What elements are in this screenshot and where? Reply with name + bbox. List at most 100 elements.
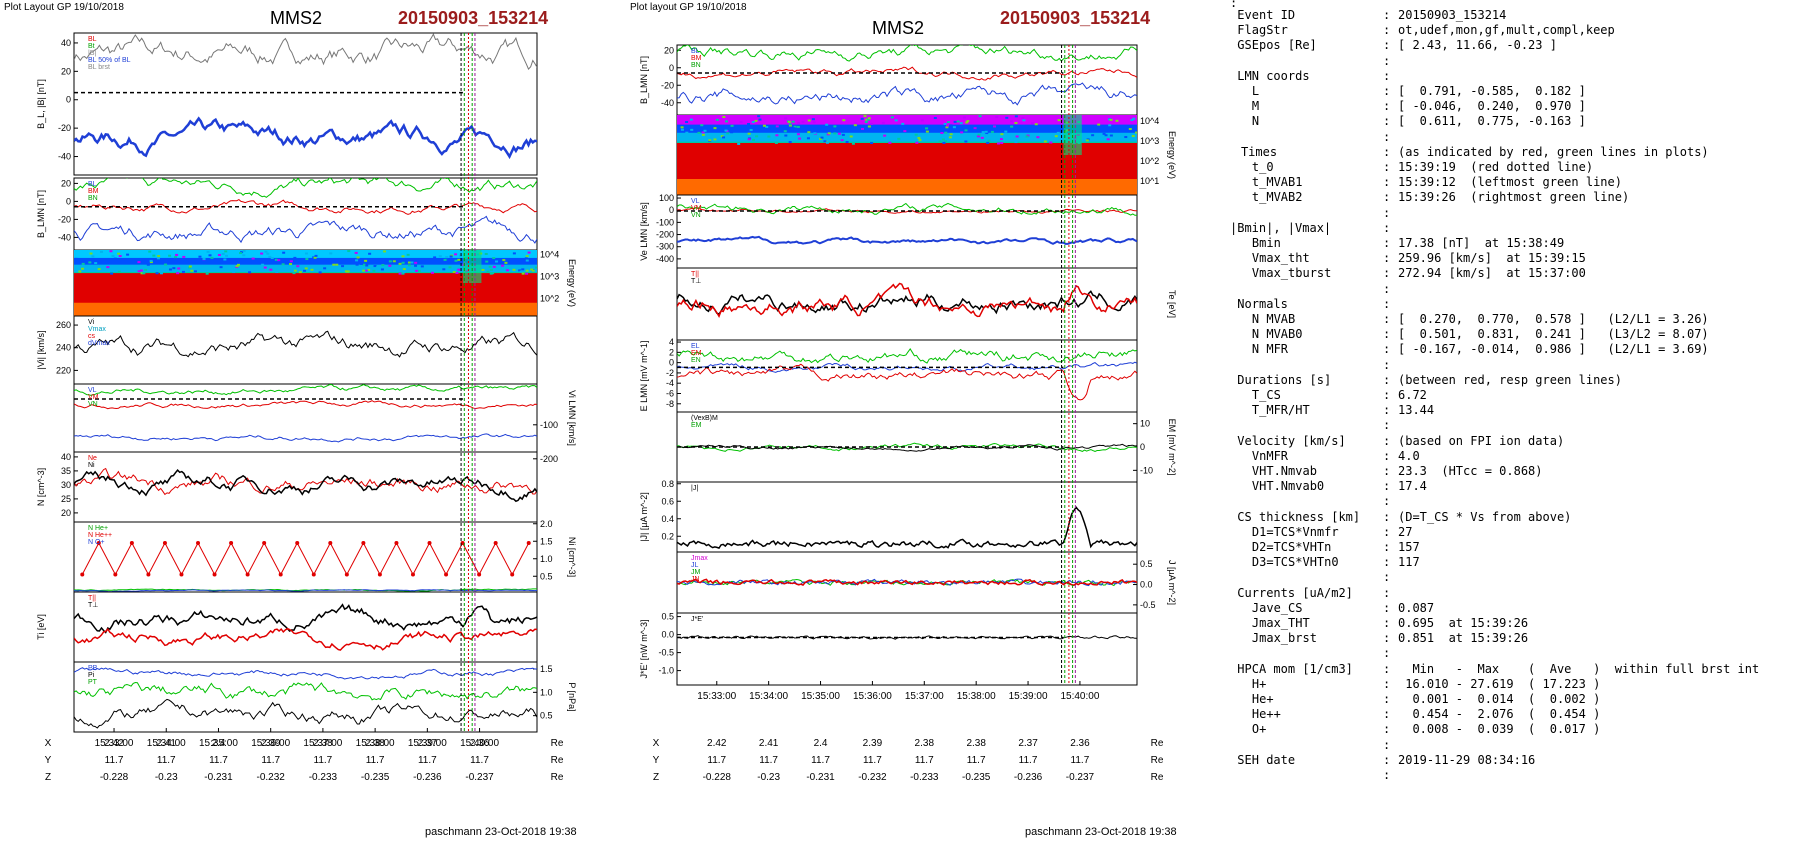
info-leading-colon: : [1230,0,1238,10]
y-tick-label: 0 [66,95,71,105]
spectrogram-pixel [388,264,392,267]
spectrogram-pixel [296,265,300,268]
spectrogram-pixel [420,265,424,268]
ephemeris-value: -0.232 [858,772,887,783]
info-separator: : [1383,403,1391,418]
y-tick-label: 10^3 [1140,136,1159,146]
ni-segment [511,542,530,575]
ni-segment [214,542,232,575]
spectrogram-pixel [787,120,791,123]
legend-entry: VM [691,205,702,212]
spectrogram-pixel [742,127,746,130]
info-separator: : [1383,540,1391,554]
time-tick-label: 15:36:00 [251,738,290,749]
panel-traces [677,348,1137,401]
y-tick-label: -200 [540,454,558,464]
spectrogram-pixel [452,271,456,274]
spectrogram-pixel [827,132,831,135]
spectrogram-pixel [264,250,268,253]
spectrogram-pixel [762,124,766,127]
info-key: FlagStr [1237,23,1288,38]
spectrogram-pixel [417,269,421,272]
spectrogram-pixel [80,267,84,270]
ephemeris-value: 11.7 [1070,755,1090,766]
spectrogram-pixel [949,133,953,136]
spectrogram-pixel [251,268,255,271]
spectrogram-pixel [407,261,411,264]
info-separator: : [1383,205,1391,220]
spectrogram-pixel [430,271,434,274]
spectrogram-pixel [176,272,180,275]
ni-segment [164,542,182,575]
spectrogram-pixel [798,137,802,140]
ephemeris-unit: Re [1150,738,1164,749]
spectrogram-pixel [401,261,405,264]
spectrogram-pixel [298,271,302,274]
info-key: t_MVAB2 [1251,190,1303,205]
spectrogram-pixel [219,266,223,269]
info-value: 20150903_153214 [1398,8,1507,22]
ni-segment [445,542,464,575]
info-value: 15:39:26 (rightmost green line) [1398,190,1630,205]
y-tick-label: -8 [666,399,674,409]
spectrogram-pixel [172,267,176,270]
spectrogram-pixel [182,255,186,258]
legend-entry: EL [691,343,700,350]
spectrogram-pixel [825,141,829,144]
spectrogram-pixel [933,117,937,120]
info-value: (as indicated by red, green lines in plo… [1398,144,1709,159]
spectrogram-pixel [690,128,694,131]
info-value: 157 [1398,540,1420,554]
spectrogram-pixel [457,258,461,261]
spectrogram-pixel [332,263,336,266]
legend-entry: Pi [88,672,95,679]
spectrogram-pixel [984,130,988,133]
panel-9: 0.5 0.0 -0.5 -1.0 J*E' [nW m^-3] J*E' [639,612,1138,686]
info-separator: : [1383,464,1391,478]
info-separator: : [1383,707,1391,722]
spectrogram-pixel [806,137,810,140]
spectrogram-pixel [901,122,905,125]
legend-entry: BN [691,62,701,69]
spectrogram-pixel [260,252,264,255]
spectrogram-pixel [1001,138,1005,141]
info-key: Times [1240,144,1278,159]
legend-entry: Jmax [691,555,708,562]
spectrogram-pixel [1109,134,1113,137]
spectrogram-pixel [784,134,788,137]
info-key: L [1251,84,1260,98]
legend-entry: cs [88,333,96,340]
info-key: Velocity [km/s] [1237,433,1346,448]
spectrogram-pixel [767,135,771,138]
y-axis-label: Te [eV] [1167,290,1177,318]
panel-traces [74,33,537,160]
spectrogram-pixel [149,259,153,262]
info-value: [ -0.167, -0.014, 0.986 ] (L2/L1 = 3.69) [1398,342,1709,357]
spectrogram-pixel [713,127,717,130]
ephemeris-label: Z [652,772,660,783]
panel-frame [73,661,538,733]
spectrogram-band [677,132,1137,143]
spectrogram-pixel [1130,119,1134,122]
y-tick-label: 4 [669,337,674,347]
panel-traces [74,603,537,651]
ni-segment [280,542,298,575]
info-key: Bmin [1251,236,1281,250]
spectrogram-pixel [940,131,944,134]
spectrogram-pixel [807,119,811,122]
ni-segment [462,542,480,575]
spectrogram-pixel [85,269,89,272]
info-separator: : [1383,570,1391,585]
spectrogram-pixel [484,252,488,255]
spectrogram-pixel [236,263,240,266]
spectrogram-pixel [489,268,493,271]
ni-segment [495,542,513,575]
info-separator: : [1383,114,1391,129]
info-value: 4.0 [1398,448,1420,463]
y-tick-label: -300 [656,242,674,252]
spectrogram-pixel [442,268,446,271]
spectrogram-pixel [206,250,210,253]
spectrogram-pixel [775,134,779,137]
